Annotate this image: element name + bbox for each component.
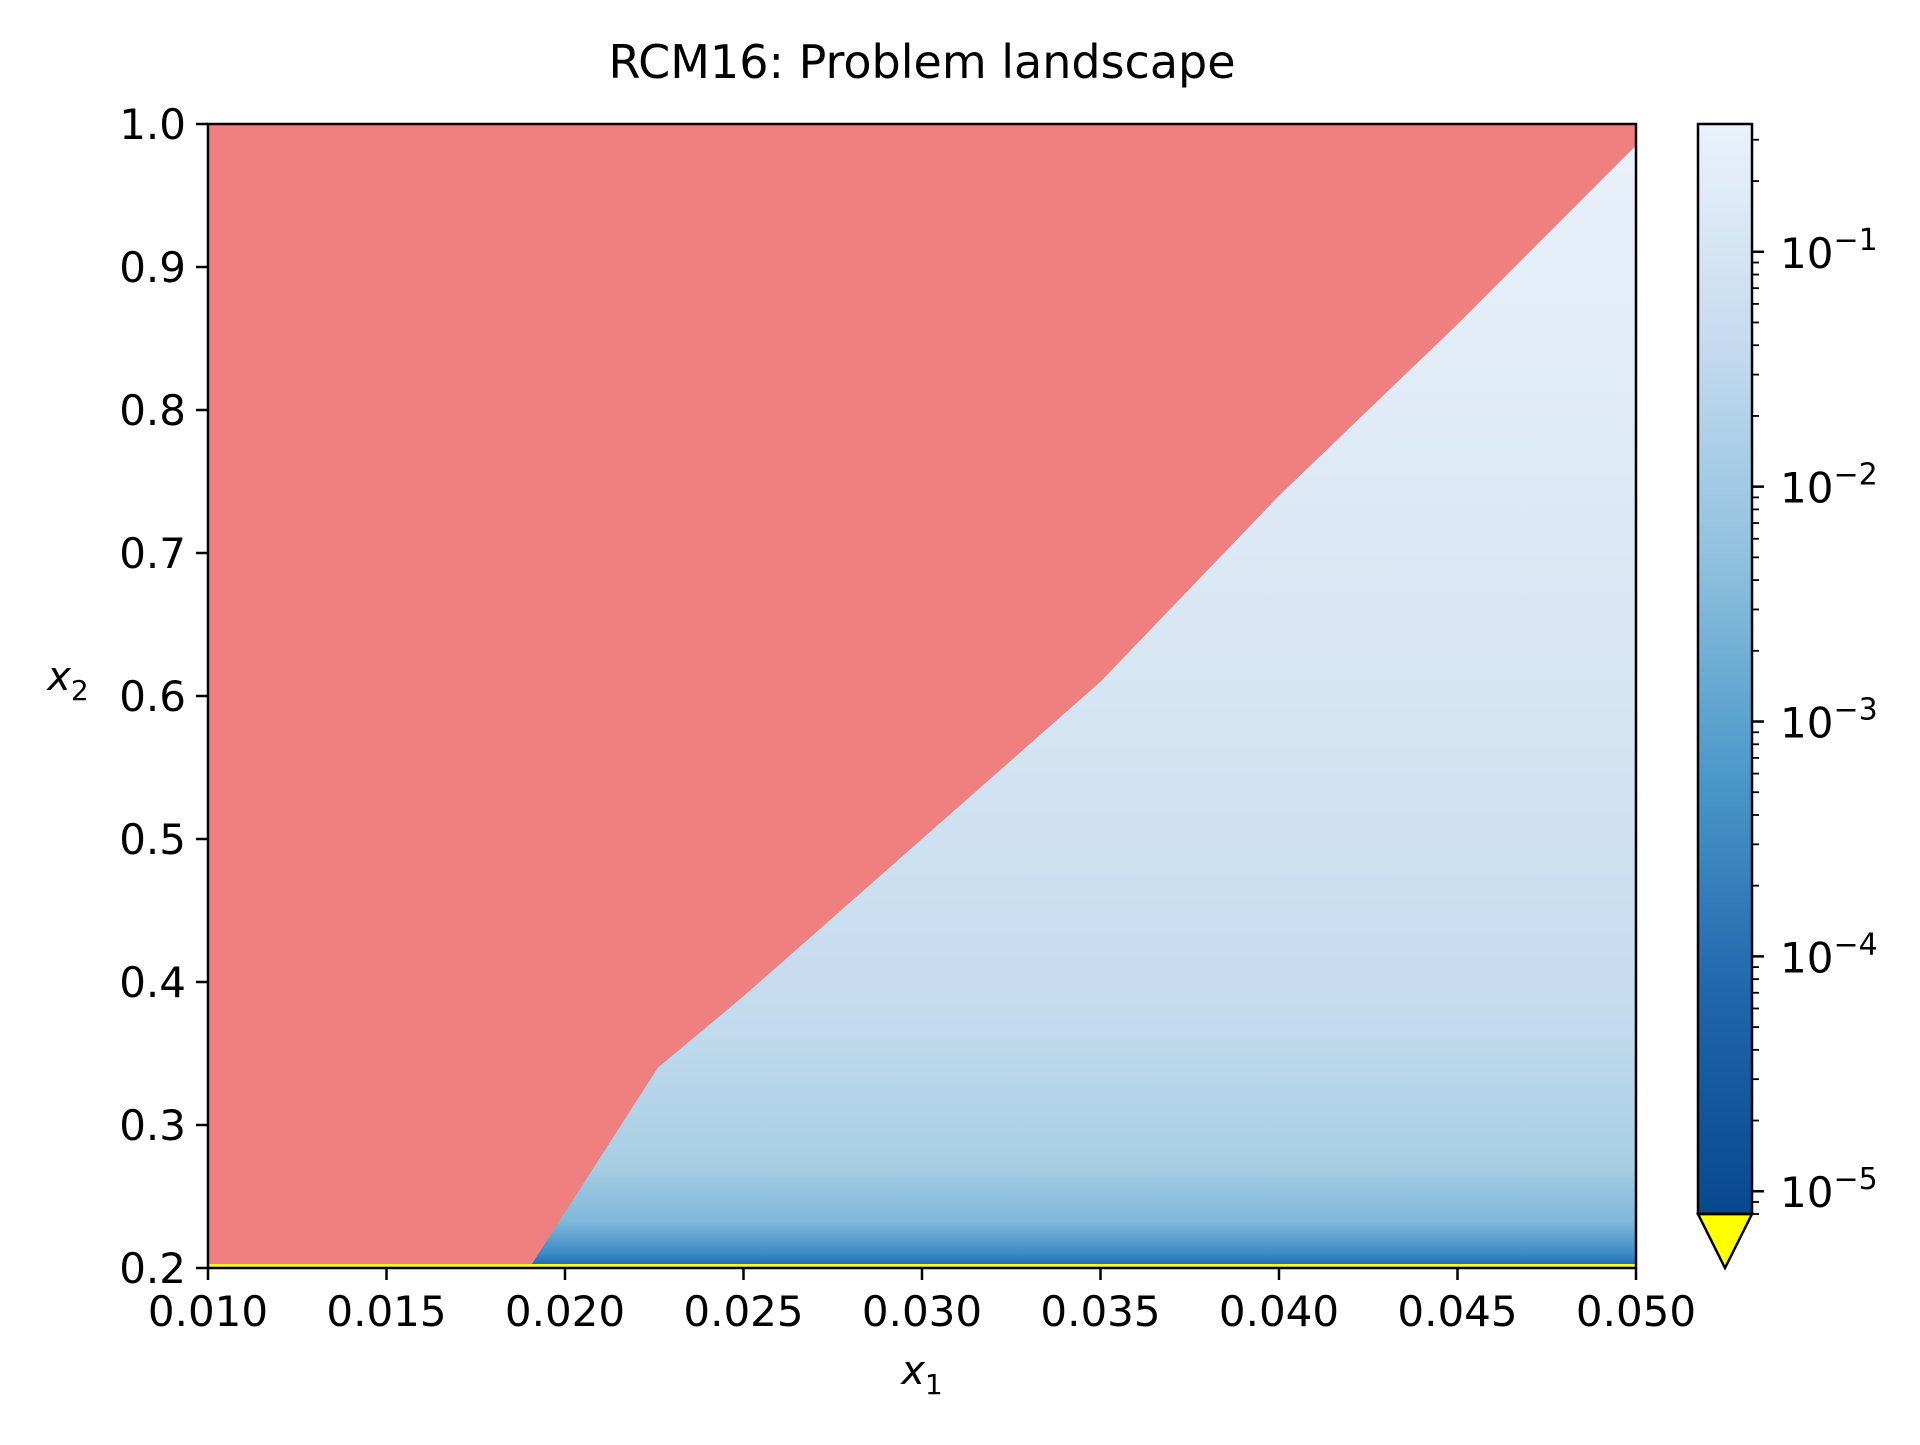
colorbar-tick-label: 10−3: [1780, 693, 1878, 748]
y-tick-label: 0.8: [119, 386, 186, 435]
chart-title: RCM16: Problem landscape: [608, 35, 1235, 89]
x-tick-label: 0.050: [1576, 1287, 1696, 1336]
y-tick-label: 1.0: [119, 100, 186, 149]
colorbar-tick-label: 10−5: [1780, 1162, 1878, 1217]
colorbar-tick-label: 10−2: [1780, 458, 1878, 513]
colorbar: 10−5 10−4 10−3 10−2 10−1: [1695, 122, 1878, 1271]
infeasible-region: [208, 124, 1636, 1268]
x-tick-label: 0.025: [683, 1287, 803, 1336]
x-tick-label: 0.040: [1219, 1287, 1339, 1336]
y-axis-label: x2: [45, 654, 89, 707]
colorbar-tick-label: 10−1: [1780, 223, 1878, 278]
x-tick-label: 0.020: [505, 1287, 625, 1336]
y-tick-label: 0.2: [119, 1244, 186, 1293]
y-tick-label: 0.7: [119, 529, 186, 578]
y-tick-label: 0.5: [119, 815, 186, 864]
colorbar-ticks: 10−5 10−4 10−3 10−2 10−1: [1752, 138, 1878, 1217]
under-range-strip: [208, 1264, 1636, 1267]
x-axis-label: x1: [899, 1348, 943, 1401]
x-tick-label: 0.010: [148, 1287, 268, 1336]
y-tick-label: 0.9: [119, 243, 186, 292]
y-axis-ticks: 0.2 0.3 0.4 0.5 0.6 0.7 0.8 0.9 1.0: [119, 100, 208, 1293]
x-tick-label: 0.015: [326, 1287, 446, 1336]
plot-area: [206, 122, 1638, 1270]
colorbar-gradient: [1698, 124, 1752, 1214]
x-axis-ticks: 0.010 0.015 0.020 0.025 0.030 0.035 0.040 0.045…: [148, 1268, 1696, 1336]
colorbar-frame: [1696, 122, 1754, 1216]
y-tick-label: 0.6: [119, 672, 186, 721]
x-tick-label: 0.035: [1040, 1287, 1160, 1336]
x-tick-label: 0.030: [862, 1287, 982, 1336]
colorbar-tick-label: 10−4: [1780, 927, 1878, 982]
colorbar-under-extension: [1695, 1212, 1755, 1271]
y-tick-label: 0.3: [119, 1101, 186, 1150]
y-tick-label: 0.4: [119, 958, 186, 1007]
x-tick-label: 0.045: [1397, 1287, 1517, 1336]
